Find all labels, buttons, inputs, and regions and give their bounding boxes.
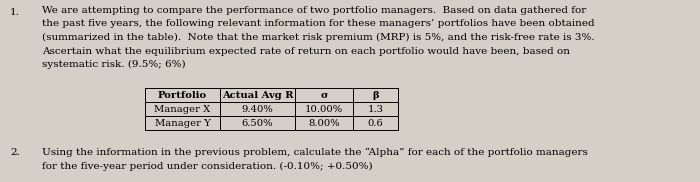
- Text: 1.: 1.: [10, 8, 20, 17]
- Text: for the five-year period under consideration. (-0.10%; +0.50%): for the five-year period under considera…: [42, 161, 372, 171]
- Text: We are attempting to compare the performance of two portfolio managers.  Based o: We are attempting to compare the perform…: [42, 6, 587, 15]
- Text: 8.00%: 8.00%: [308, 118, 340, 128]
- Text: 0.6: 0.6: [368, 118, 384, 128]
- Text: σ: σ: [321, 90, 328, 100]
- Text: 1.3: 1.3: [368, 104, 384, 114]
- Text: (summarized in the table).  Note that the market risk premium (MRP) is 5%, and t: (summarized in the table). Note that the…: [42, 33, 594, 42]
- Text: 6.50%: 6.50%: [241, 118, 273, 128]
- Text: 10.00%: 10.00%: [305, 104, 343, 114]
- Text: Actual Avg R: Actual Avg R: [222, 90, 293, 100]
- Text: systematic risk. (9.5%; 6%): systematic risk. (9.5%; 6%): [42, 60, 186, 69]
- Text: Using the information in the previous problem, calculate the “Alpha” for each of: Using the information in the previous pr…: [42, 148, 588, 157]
- Text: 2.: 2.: [10, 148, 20, 157]
- Text: Ascertain what the equilibrium expected rate of return on each portfolio would h: Ascertain what the equilibrium expected …: [42, 46, 570, 56]
- Text: the past five years, the following relevant information for these managers’ port: the past five years, the following relev…: [42, 19, 594, 29]
- Text: 9.40%: 9.40%: [241, 104, 274, 114]
- Text: Manager Y: Manager Y: [155, 118, 211, 128]
- Text: Portfolio: Portfolio: [158, 90, 207, 100]
- Text: Manager X: Manager X: [155, 104, 211, 114]
- Text: β: β: [372, 90, 379, 100]
